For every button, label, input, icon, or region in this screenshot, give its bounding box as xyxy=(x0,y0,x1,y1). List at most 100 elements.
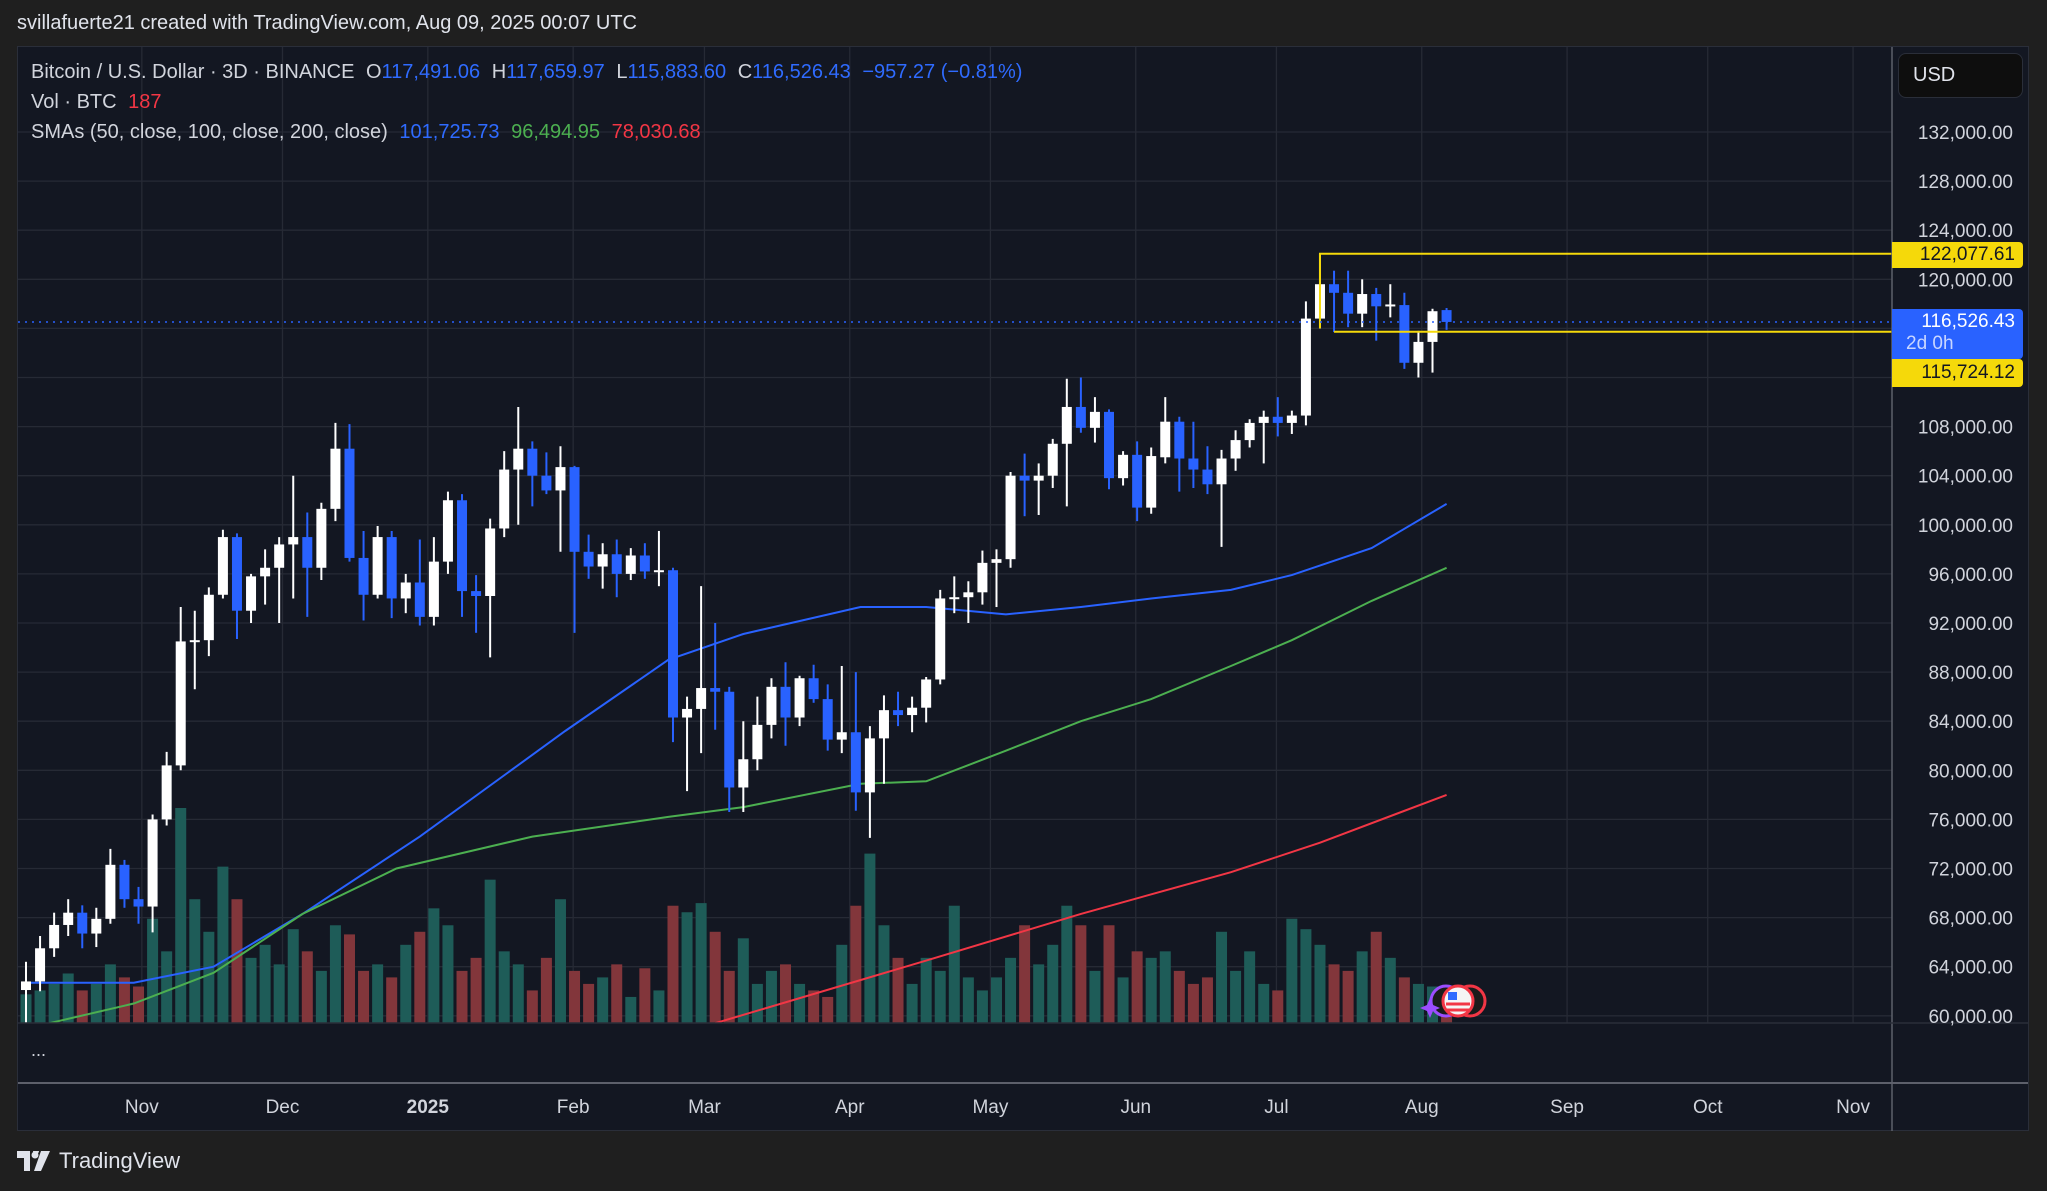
candle[interactable] xyxy=(231,533,242,639)
more-indicators-button[interactable]: ... xyxy=(31,1040,47,1060)
candle[interactable] xyxy=(1413,330,1424,378)
candle[interactable] xyxy=(864,726,875,838)
candle[interactable] xyxy=(653,530,664,587)
candle[interactable] xyxy=(527,441,538,507)
candle[interactable] xyxy=(1300,301,1311,426)
candle[interactable] xyxy=(1019,453,1030,517)
candle[interactable] xyxy=(316,502,327,581)
candle[interactable] xyxy=(1343,270,1354,328)
candle[interactable] xyxy=(667,567,678,743)
candle[interactable] xyxy=(921,677,932,723)
candle[interactable] xyxy=(302,512,313,617)
candle[interactable] xyxy=(105,848,116,924)
candle[interactable] xyxy=(119,859,130,908)
candle[interactable] xyxy=(541,452,552,495)
candle[interactable] xyxy=(35,936,46,992)
candle[interactable] xyxy=(569,465,580,633)
candle[interactable] xyxy=(766,678,777,739)
candle[interactable] xyxy=(372,526,383,599)
candle[interactable] xyxy=(738,721,749,813)
candle[interactable] xyxy=(1033,463,1044,515)
candle[interactable] xyxy=(583,534,594,579)
candle[interactable] xyxy=(1118,451,1129,486)
candle[interactable] xyxy=(217,529,228,599)
candle[interactable] xyxy=(260,549,271,605)
candle[interactable] xyxy=(1441,308,1452,330)
candle[interactable] xyxy=(133,886,144,924)
candle[interactable] xyxy=(850,672,861,811)
candle[interactable] xyxy=(752,696,763,771)
candle[interactable] xyxy=(597,543,608,589)
candle[interactable] xyxy=(836,665,847,754)
candle[interactable] xyxy=(386,530,397,619)
candle[interactable] xyxy=(1216,449,1227,547)
candle[interactable] xyxy=(175,607,186,771)
candle[interactable] xyxy=(822,684,833,751)
candle[interactable] xyxy=(555,446,566,552)
candle[interactable] xyxy=(907,696,918,733)
candle[interactable] xyxy=(1174,416,1185,492)
candle[interactable] xyxy=(414,539,425,626)
candle[interactable] xyxy=(147,814,158,933)
candle[interactable] xyxy=(49,912,60,957)
candle[interactable] xyxy=(794,675,805,727)
candle[interactable] xyxy=(428,537,439,626)
candle[interactable] xyxy=(471,575,482,633)
candle[interactable] xyxy=(710,623,721,730)
candle[interactable] xyxy=(611,539,622,598)
candle[interactable] xyxy=(91,907,102,948)
volume-label[interactable]: Vol · BTC xyxy=(31,91,117,113)
candle[interactable] xyxy=(246,573,257,623)
candle[interactable] xyxy=(1357,279,1368,328)
candle[interactable] xyxy=(625,548,636,581)
candle[interactable] xyxy=(1146,447,1157,514)
candle[interactable] xyxy=(991,549,1002,608)
candle[interactable] xyxy=(1272,397,1283,437)
candle[interactable] xyxy=(1061,378,1072,507)
candle[interactable] xyxy=(288,475,299,599)
candle[interactable] xyxy=(499,451,510,538)
economic-events[interactable] xyxy=(1420,984,1487,1018)
symbol-title[interactable]: Bitcoin / U.S. Dollar · 3D · BINANCE xyxy=(31,61,355,83)
candle[interactable] xyxy=(1202,446,1213,495)
candle[interactable] xyxy=(682,696,693,792)
candle[interactable] xyxy=(513,406,524,525)
candle[interactable] xyxy=(1075,377,1086,433)
candle[interactable] xyxy=(724,686,735,813)
candle[interactable] xyxy=(1427,308,1438,373)
candle[interactable] xyxy=(893,691,904,727)
candle[interactable] xyxy=(1160,397,1171,464)
sma-label[interactable]: SMAs (50, close, 100, close, 200, close) xyxy=(31,121,388,143)
candle[interactable] xyxy=(1188,421,1199,488)
candle[interactable] xyxy=(344,424,355,562)
candle[interactable] xyxy=(1258,410,1269,464)
candle[interactable] xyxy=(1047,438,1058,488)
candle[interactable] xyxy=(949,576,960,614)
candle[interactable] xyxy=(457,494,468,617)
candle[interactable] xyxy=(935,589,946,685)
candle[interactable] xyxy=(1286,410,1297,434)
candle[interactable] xyxy=(1089,397,1100,443)
candle[interactable] xyxy=(1385,284,1396,318)
candle[interactable] xyxy=(400,573,411,614)
candle[interactable] xyxy=(696,586,707,754)
candle[interactable] xyxy=(330,422,341,522)
candle[interactable] xyxy=(977,550,988,605)
candle[interactable] xyxy=(21,961,31,1030)
currency-button[interactable]: USD xyxy=(1898,53,2023,98)
candle[interactable] xyxy=(780,662,791,746)
candle[interactable] xyxy=(639,543,650,579)
candle[interactable] xyxy=(161,751,172,826)
candle[interactable] xyxy=(963,581,974,623)
candle[interactable] xyxy=(485,518,496,658)
candle[interactable] xyxy=(189,610,200,690)
candle[interactable] xyxy=(808,664,819,703)
candle[interactable] xyxy=(442,491,453,574)
candle[interactable] xyxy=(63,899,74,937)
candle[interactable] xyxy=(77,905,88,949)
candle[interactable] xyxy=(1005,472,1016,568)
candle[interactable] xyxy=(274,537,285,623)
candle[interactable] xyxy=(358,530,369,621)
candle[interactable] xyxy=(1104,409,1115,490)
